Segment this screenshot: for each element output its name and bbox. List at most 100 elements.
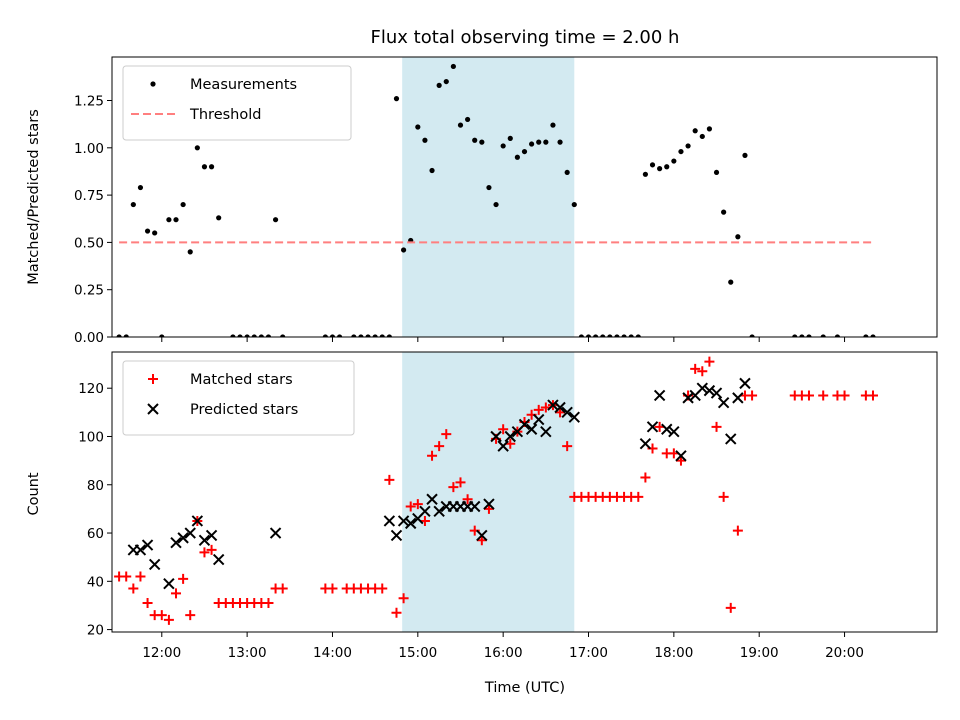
matched-stars-point [747,390,758,401]
measurement-point [486,184,492,191]
matched-stars-point [675,455,686,466]
predicted-stars-point [717,396,730,409]
measurement-point [735,234,741,240]
matched-stars-point [711,421,722,432]
matched-stars-point [867,390,878,401]
predicted-stars-point [148,558,161,571]
predicted-stars-point [383,515,396,527]
predicted-stars-point [561,406,573,419]
matched-stars-point [818,390,829,401]
measurement-point [180,201,186,208]
predicted-stars-point [725,433,737,445]
measurement-point [450,63,456,70]
x-tick-label: 19:00 [740,645,779,661]
matched-stars-point [690,363,701,374]
legend-label: Matched stars [190,372,293,388]
measurement-point [685,143,691,149]
measurement-point [258,334,264,337]
matched-stars-point [640,472,651,483]
measurement-point [244,334,250,337]
measurement-point [187,249,193,255]
measurement-point [593,334,599,337]
predicted-stars-point [426,493,438,505]
y-tick-label: 0.00 [74,330,104,346]
y-tick-label: 1.00 [74,141,104,157]
measurement-point [251,334,257,337]
matched-stars-point [377,583,388,594]
measurement-point [578,334,584,337]
predicted-stars-point [668,425,680,438]
legend-box [122,360,355,436]
chart-title: Flux total observing time = 2.00 h [371,27,680,48]
legend-label: Measurements [190,77,297,93]
measurement-point [529,141,535,147]
measurement-point [628,334,634,337]
x-tick-label: 15:00 [398,645,437,661]
legend-marker-x [147,403,159,415]
predicted-stars-point [141,539,154,551]
measurement-point [201,164,208,170]
measurement-point [173,217,179,223]
matched-stars-point [178,573,189,584]
measurement-point [728,279,734,285]
measurement-point [721,209,727,215]
measurement-point [500,143,506,149]
predicted-stars-point [661,423,673,435]
y-tick-label: 120 [78,381,104,397]
measurement-point [621,334,627,337]
measurement-point [678,148,684,155]
matched-stars-point [156,610,167,621]
matched-stars-point [128,583,139,594]
y-tick-label: 0.25 [74,283,104,299]
matched-stars-point [455,477,466,488]
measurement-point [280,334,286,337]
y-tick-label: 0.50 [74,235,104,251]
x-axis-label: Time (UTC) [484,680,565,696]
predicted-stars-point [191,515,204,527]
observing-window-span [402,352,575,632]
measurement-point [365,334,371,337]
panel-1-legend: Measurements Threshold [122,65,352,141]
measurement-point [799,334,805,337]
measurement-point [230,334,236,337]
predicted-stars-point [490,430,502,443]
predicted-stars-point [646,421,659,433]
matched-stars-point [206,544,217,555]
predicted-stars-point [497,440,509,452]
measurement-point [657,166,663,172]
predicted-stars-point [404,517,417,530]
measurement-point [514,154,520,160]
measurement-point [393,96,400,102]
y-tick-label: 100 [78,429,104,445]
matched-stars-point [412,499,423,510]
measurement-point [664,164,670,170]
matched-stars-point [483,503,494,514]
matched-stars-point [384,474,395,485]
measurement-point [863,334,869,337]
measurement-point [564,169,570,176]
x-tick-label: 14:00 [313,645,352,661]
matched-stars-point [163,614,174,625]
measurement-point [351,334,357,337]
bottom-panel-y-axis-label: Count [26,472,42,515]
matched-stars-point [697,366,708,377]
x-tick-label: 20:00 [825,645,864,661]
matched-stars-point [441,429,452,440]
matched-stars-point [142,598,153,609]
matched-stars-point [732,525,743,536]
panel-1-frame [111,56,938,338]
measurement-point [400,247,407,253]
matched-stars-point [121,571,132,582]
measurement-point [649,162,656,168]
measurement-point [671,158,677,164]
predicted-stars-point [639,438,652,450]
predicted-stars-point [554,401,566,414]
x-tick-label: 12:00 [142,645,181,661]
predicted-stars-point [483,498,495,510]
matched-stars-point [448,482,459,493]
measurement-point [415,124,421,130]
measurement-point [507,135,513,141]
panel-1-plot-area [116,63,876,337]
measurement-point [521,148,528,155]
measurement-point [372,334,378,337]
